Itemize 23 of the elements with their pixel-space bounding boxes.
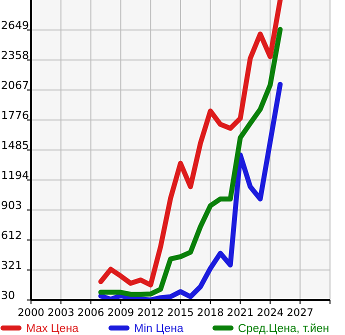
y-tick-label: 612 [1,229,22,242]
x-tick-label: 2015 [167,307,194,319]
y-tick-label: 30 [1,289,15,302]
x-tick-label: 2000 [18,307,44,319]
x-tick-label: 2018 [197,307,224,319]
x-tick-label: 2021 [226,307,254,319]
x-tick-label: 2006 [77,307,104,319]
y-tick-label: 2358 [1,49,29,62]
y-tick-label: 2067 [1,79,29,92]
y-tick-label: 903 [1,199,22,212]
legend-label: Сред.Цена, т.йен [238,323,330,335]
y-tick-label: 1194 [1,169,29,182]
x-tick-label: 2024 [256,307,284,319]
y-tick-label: 1776 [1,109,29,122]
legend-label: Max Цена [26,323,80,335]
y-tick-label: 2649 [1,19,29,32]
x-tick-label: 2003 [48,307,74,319]
x-tick-label: 2009 [107,307,134,319]
x-tick-label: 2012 [137,307,164,319]
x-tick-label: 2027 [286,307,314,319]
y-tick-label: 1485 [1,139,29,152]
y-tick-label: 321 [1,259,22,272]
legend-label: Min Цена [134,323,184,335]
